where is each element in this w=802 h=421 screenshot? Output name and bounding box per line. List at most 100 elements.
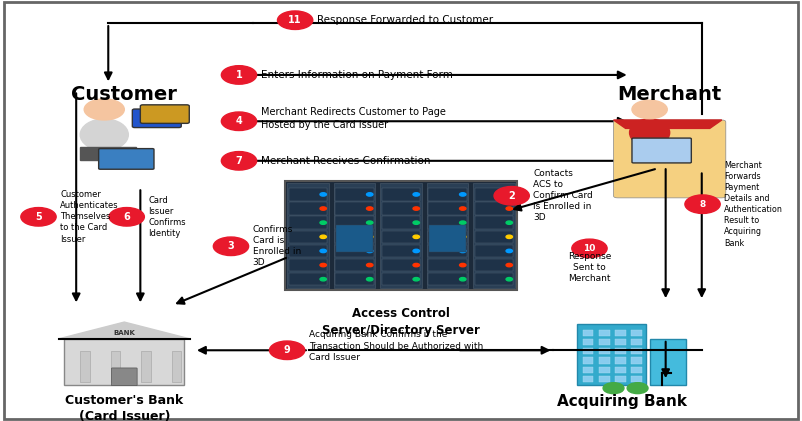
Circle shape xyxy=(367,235,373,238)
FancyBboxPatch shape xyxy=(473,183,515,288)
Circle shape xyxy=(603,383,624,394)
Polygon shape xyxy=(614,120,722,128)
Circle shape xyxy=(367,221,373,224)
FancyBboxPatch shape xyxy=(599,330,610,336)
FancyBboxPatch shape xyxy=(289,245,327,257)
FancyBboxPatch shape xyxy=(614,120,726,198)
FancyBboxPatch shape xyxy=(583,348,593,354)
FancyBboxPatch shape xyxy=(99,149,154,169)
Circle shape xyxy=(277,11,313,29)
Circle shape xyxy=(460,264,466,267)
FancyBboxPatch shape xyxy=(382,231,420,243)
FancyBboxPatch shape xyxy=(475,259,513,271)
Circle shape xyxy=(460,277,466,281)
FancyBboxPatch shape xyxy=(172,351,181,382)
FancyBboxPatch shape xyxy=(428,231,467,243)
FancyBboxPatch shape xyxy=(650,339,686,385)
FancyBboxPatch shape xyxy=(382,259,420,271)
FancyBboxPatch shape xyxy=(429,225,466,252)
Text: 1: 1 xyxy=(236,70,242,80)
Text: Merchant
Forwards
Payment
Details and
Authentication
Result to
Acquiring
Bank: Merchant Forwards Payment Details and Au… xyxy=(724,161,783,248)
Ellipse shape xyxy=(630,119,670,146)
FancyBboxPatch shape xyxy=(475,203,513,215)
Circle shape xyxy=(367,249,373,253)
FancyBboxPatch shape xyxy=(289,216,327,229)
FancyBboxPatch shape xyxy=(615,339,626,345)
Circle shape xyxy=(506,193,512,196)
Text: Merchant: Merchant xyxy=(618,85,722,104)
FancyBboxPatch shape xyxy=(111,351,120,382)
Circle shape xyxy=(506,277,512,281)
Text: BANK: BANK xyxy=(113,330,136,336)
FancyBboxPatch shape xyxy=(335,216,374,229)
Circle shape xyxy=(627,383,648,394)
Circle shape xyxy=(367,277,373,281)
FancyBboxPatch shape xyxy=(141,351,151,382)
Circle shape xyxy=(506,249,512,253)
Circle shape xyxy=(413,277,419,281)
FancyBboxPatch shape xyxy=(335,203,374,215)
Circle shape xyxy=(460,235,466,238)
Text: Acquiring Bank: Acquiring Bank xyxy=(557,394,687,409)
FancyBboxPatch shape xyxy=(615,376,626,382)
Circle shape xyxy=(367,193,373,196)
Circle shape xyxy=(494,187,529,205)
FancyBboxPatch shape xyxy=(285,181,517,290)
Circle shape xyxy=(109,208,144,226)
Text: 7: 7 xyxy=(236,156,242,166)
FancyBboxPatch shape xyxy=(382,245,420,257)
Circle shape xyxy=(506,264,512,267)
FancyBboxPatch shape xyxy=(599,357,610,364)
Circle shape xyxy=(460,207,466,210)
FancyBboxPatch shape xyxy=(599,348,610,354)
FancyBboxPatch shape xyxy=(289,203,327,215)
FancyBboxPatch shape xyxy=(615,367,626,373)
Circle shape xyxy=(460,193,466,196)
Circle shape xyxy=(460,249,466,253)
FancyBboxPatch shape xyxy=(475,216,513,229)
Text: 3: 3 xyxy=(228,241,234,251)
Circle shape xyxy=(413,221,419,224)
Circle shape xyxy=(413,264,419,267)
FancyBboxPatch shape xyxy=(631,367,642,373)
Text: Customer: Customer xyxy=(71,85,177,104)
FancyBboxPatch shape xyxy=(632,138,691,163)
FancyBboxPatch shape xyxy=(4,2,798,419)
FancyBboxPatch shape xyxy=(599,339,610,345)
Text: Enters Information on Payment Form: Enters Information on Payment Form xyxy=(261,70,452,80)
Circle shape xyxy=(221,152,257,170)
FancyBboxPatch shape xyxy=(583,339,593,345)
FancyBboxPatch shape xyxy=(631,330,642,336)
Text: Card
Issuer
Confirms
Identity: Card Issuer Confirms Identity xyxy=(148,196,186,238)
Circle shape xyxy=(320,249,326,253)
Ellipse shape xyxy=(80,119,128,150)
Circle shape xyxy=(320,221,326,224)
FancyBboxPatch shape xyxy=(577,324,646,385)
Circle shape xyxy=(221,112,257,131)
FancyBboxPatch shape xyxy=(335,273,374,285)
Text: 11: 11 xyxy=(289,15,302,25)
Text: 5: 5 xyxy=(35,212,42,222)
Circle shape xyxy=(685,195,720,213)
FancyBboxPatch shape xyxy=(428,203,467,215)
FancyBboxPatch shape xyxy=(382,188,420,201)
FancyBboxPatch shape xyxy=(631,348,642,354)
FancyBboxPatch shape xyxy=(140,105,189,123)
FancyBboxPatch shape xyxy=(583,376,593,382)
FancyBboxPatch shape xyxy=(382,273,420,285)
Text: 2: 2 xyxy=(508,191,515,201)
Circle shape xyxy=(367,264,373,267)
FancyBboxPatch shape xyxy=(631,339,642,345)
FancyBboxPatch shape xyxy=(335,188,374,201)
FancyBboxPatch shape xyxy=(475,273,513,285)
FancyBboxPatch shape xyxy=(615,330,626,336)
FancyBboxPatch shape xyxy=(382,203,420,215)
Circle shape xyxy=(413,193,419,196)
Circle shape xyxy=(506,235,512,238)
Circle shape xyxy=(221,66,257,84)
Circle shape xyxy=(320,264,326,267)
Circle shape xyxy=(572,239,607,258)
FancyBboxPatch shape xyxy=(289,259,327,271)
Text: Response Forwarded to Customer: Response Forwarded to Customer xyxy=(317,15,493,25)
Circle shape xyxy=(506,207,512,210)
